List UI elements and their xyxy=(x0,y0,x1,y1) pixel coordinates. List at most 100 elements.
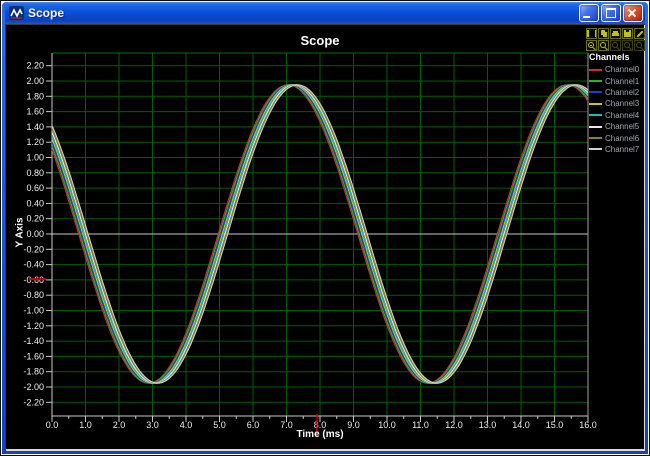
legend-swatch xyxy=(589,125,602,128)
legend-item-channel3[interactable]: Channel3 xyxy=(589,98,645,109)
legend-item-label: Channel3 xyxy=(605,99,640,109)
x-tick-label: 3.0 xyxy=(146,420,159,430)
zoom-in-icon xyxy=(588,42,594,48)
close-button[interactable] xyxy=(623,4,643,22)
legend-item-channel5[interactable]: Channel5 xyxy=(589,121,645,132)
y-tick-label: -1.20 xyxy=(23,321,44,331)
print-icon xyxy=(612,31,619,36)
window-title: Scope xyxy=(28,6,65,20)
x-tick-label: 2.0 xyxy=(113,420,126,430)
wave-channel0 xyxy=(51,84,589,384)
titlebar[interactable]: Scope xyxy=(5,2,645,24)
wave-channel4 xyxy=(51,84,589,384)
zoom-reset-button xyxy=(634,40,645,51)
wave-channel1 xyxy=(51,84,589,384)
app-icon[interactable] xyxy=(9,6,24,20)
copy-button[interactable] xyxy=(598,28,609,39)
save-button[interactable] xyxy=(622,28,633,39)
print-button[interactable] xyxy=(610,28,621,39)
wave-channel7 xyxy=(51,84,589,384)
legend-item-label: Channel1 xyxy=(605,76,640,86)
maximize-button[interactable] xyxy=(601,4,621,22)
legend-item-channel6[interactable]: Channel6 xyxy=(589,132,645,143)
plot-toolbar xyxy=(586,28,645,52)
y-tick-label: 2.00 xyxy=(26,76,44,86)
legend-item-label: Channel5 xyxy=(605,122,640,132)
y-tick-label: 2.20 xyxy=(26,61,44,71)
y-tick-label: -2.20 xyxy=(23,397,44,407)
wave-channel3 xyxy=(51,84,589,384)
legend-item-label: Channel0 xyxy=(605,65,640,75)
wave-channel5 xyxy=(51,84,589,384)
scope-client-area: 0.0 1.0 2.0 3.0 4.0 5.0 6.0 7.0 8.0 9.0 10.0 11.0 12… xyxy=(5,24,645,451)
x-tick-label: 11.0 xyxy=(412,420,429,430)
y-tick-label: 0.40 xyxy=(26,198,44,208)
x-tick-label: 5.0 xyxy=(213,420,226,430)
x-tick-label: 15.0 xyxy=(546,420,564,430)
x-tick-label: 7.0 xyxy=(280,420,293,430)
legend-swatch xyxy=(589,68,602,71)
legend-items: Channel0 Channel1 Channel2 Channel3 Channel4… xyxy=(589,64,645,155)
y-tick-label: -2.00 xyxy=(23,382,44,392)
zoom-reset-icon xyxy=(636,42,642,48)
x-tick-label: 1.0 xyxy=(79,420,92,430)
settings-icon xyxy=(635,30,644,38)
y-axis-label: Y Axis xyxy=(14,217,26,248)
channels-legend: Channels Channel0 Channel1 Channel2 Channel… xyxy=(589,52,645,155)
y-tick-label: 0.80 xyxy=(26,168,44,178)
save-icon xyxy=(624,30,631,37)
x-tick-label: 10.0 xyxy=(378,420,396,430)
x-tick-label: 4.0 xyxy=(180,420,193,430)
x-tick-label: 0.0 xyxy=(46,420,59,430)
x-tick-label: 14.0 xyxy=(512,420,530,430)
copy-icon xyxy=(601,30,605,35)
legend-item-label: Channel2 xyxy=(605,87,640,97)
x-tick-label: 8.0 xyxy=(314,420,327,430)
x-tick-label: 9.0 xyxy=(347,420,360,430)
zoom-y-button xyxy=(622,40,633,51)
zoom-x-button xyxy=(610,40,621,51)
pause-button[interactable] xyxy=(586,28,597,39)
waveform-plot[interactable]: 0.0 1.0 2.0 3.0 4.0 5.0 6.0 7.0 8.0 9.0 10.0 11.0 12… xyxy=(5,24,645,451)
zoom-y-icon xyxy=(624,42,630,48)
legend-title: Channels xyxy=(589,52,630,62)
legend-item-channel4[interactable]: Channel4 xyxy=(589,110,645,121)
y-tick-label: -1.80 xyxy=(23,367,44,377)
settings-button[interactable] xyxy=(634,28,645,39)
y-tick-label: -0.80 xyxy=(23,290,44,300)
y-tick-label: 0.20 xyxy=(26,214,44,224)
legend-swatch xyxy=(589,91,602,94)
legend-item-label: Channel7 xyxy=(605,144,640,154)
legend-item-channel7[interactable]: Channel7 xyxy=(589,144,645,155)
zoom-out-button[interactable] xyxy=(598,40,609,51)
y-tick-label: -0.40 xyxy=(23,260,44,270)
y-tick-label: 1.80 xyxy=(26,91,44,101)
x-tick-label: 13.0 xyxy=(479,420,497,430)
y-tick-label: 1.40 xyxy=(26,122,44,132)
wave-channel6 xyxy=(51,84,589,384)
y-tick-label: 0.00 xyxy=(26,229,44,239)
plot-title: Scope xyxy=(300,33,340,48)
legend-item-channel0[interactable]: Channel0 xyxy=(589,64,645,75)
zoom-in-button[interactable] xyxy=(586,40,597,51)
y-tick-label: 1.00 xyxy=(26,153,44,163)
y-tick-label: 0.60 xyxy=(26,183,44,193)
x-tick-label: 12.0 xyxy=(445,420,463,430)
legend-swatch xyxy=(589,137,602,140)
y-tick-label: 1.60 xyxy=(26,107,44,117)
legend-item-channel1[interactable]: Channel1 xyxy=(589,75,645,86)
y-tick-label: -1.40 xyxy=(23,336,44,346)
x-tick-label: 6.0 xyxy=(247,420,260,430)
legend-item-channel2[interactable]: Channel2 xyxy=(589,87,645,98)
x-tick-label: 16.0 xyxy=(579,420,597,430)
zoom-out-icon xyxy=(600,42,606,48)
minimize-button[interactable] xyxy=(579,4,599,22)
legend-swatch xyxy=(589,80,602,83)
legend-item-label: Channel4 xyxy=(605,110,640,120)
legend-swatch xyxy=(589,102,602,105)
legend-swatch xyxy=(589,148,602,151)
y-tick-label: -1.00 xyxy=(23,306,44,316)
wave-channel2 xyxy=(51,84,589,384)
